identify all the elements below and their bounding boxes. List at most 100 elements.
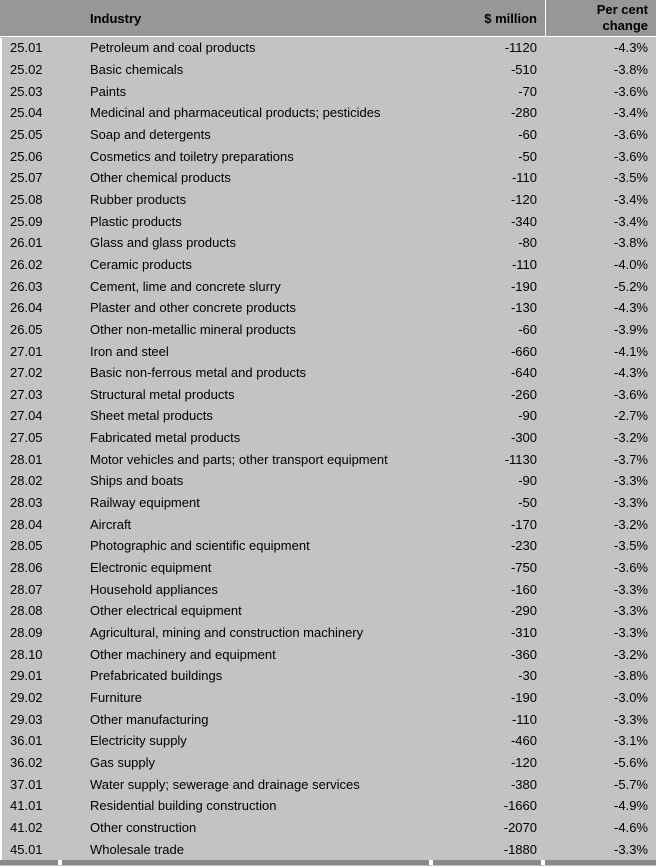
row-percent-cell: -3.3% <box>614 495 648 511</box>
table-row: 25.05 Soap and detergents -60 -3.6% <box>0 124 656 146</box>
table-row: 26.04 Plaster and other concrete products… <box>0 297 656 319</box>
table-row: 27.01 Iron and steel -660 -4.1% <box>0 340 656 362</box>
table-row: 36.02 Gas supply -120 -5.6% <box>0 752 656 774</box>
row-code-cell: 29.02 <box>10 690 43 706</box>
row-industry-cell: Motor vehicles and parts; other transpor… <box>90 451 388 467</box>
row-code-cell: 25.01 <box>10 40 43 56</box>
row-industry-cell: Rubber products <box>90 191 187 207</box>
table-row: 29.02 Furniture -190 -3.0% <box>0 687 656 709</box>
row-million-cell: -120 <box>510 754 537 770</box>
row-code-cell: 28.08 <box>10 603 43 619</box>
row-code-cell: 29.01 <box>10 668 43 684</box>
left-gridline <box>0 38 2 861</box>
row-million-cell: -660 <box>510 343 537 359</box>
row-code-cell: 27.05 <box>10 430 43 446</box>
row-industry-cell: Water supply; sewerage and drainage serv… <box>90 776 360 792</box>
table-row: 25.07 Other chemical products -110 -3.5% <box>0 167 656 189</box>
row-million-cell: -190 <box>510 278 537 294</box>
row-industry-cell: Glass and glass products <box>90 235 236 251</box>
table-row: 29.03 Other manufacturing -110 -3.3% <box>0 708 656 730</box>
table-row: 27.04 Sheet metal products -90 -2.7% <box>0 405 656 427</box>
row-million-cell: -160 <box>510 581 537 597</box>
row-percent-cell: -4.0% <box>614 256 648 272</box>
row-million-cell: -300 <box>510 430 537 446</box>
row-million-cell: -510 <box>510 61 537 77</box>
row-industry-cell: Basic chemicals <box>90 61 184 77</box>
row-industry-cell: Aircraft <box>90 516 132 532</box>
row-percent-cell: -3.6% <box>614 148 648 164</box>
row-million-cell: -70 <box>518 83 537 99</box>
row-code-cell: 45.01 <box>10 841 43 857</box>
row-code-cell: 25.05 <box>10 126 43 142</box>
row-code-cell: 25.02 <box>10 61 43 77</box>
row-percent-cell: -3.6% <box>614 126 648 142</box>
table-row: 27.03 Structural metal products -260 -3.6% <box>0 384 656 406</box>
row-code-cell: 27.01 <box>10 343 43 359</box>
row-code-cell: 28.09 <box>10 625 43 641</box>
row-code-cell: 27.04 <box>10 408 43 424</box>
table-row: 25.06 Cosmetics and toiletry preparations… <box>0 145 656 167</box>
table-row: 37.01 Water supply; sewerage and drainage… <box>0 773 656 795</box>
table-row: 28.08 Other electrical equipment -290 -3.3% <box>0 600 656 622</box>
table-row: 36.01 Electricity supply -460 -3.1% <box>0 730 656 752</box>
row-code-cell: 37.01 <box>10 776 43 792</box>
row-percent-cell: -3.7% <box>614 451 648 467</box>
table-row: 26.03 Cement, lime and concrete slurry -19… <box>0 275 656 297</box>
row-million-cell: -640 <box>510 365 537 381</box>
row-percent-cell: -4.3% <box>614 40 648 56</box>
row-code-cell: 36.01 <box>10 733 43 749</box>
row-million-cell: -80 <box>518 235 537 251</box>
row-code-cell: 27.02 <box>10 365 43 381</box>
row-industry-cell: Paints <box>90 83 127 99</box>
row-industry-cell: Other manufacturing <box>90 711 209 727</box>
row-million-cell: -50 <box>518 495 537 511</box>
row-code-cell: 25.06 <box>10 148 43 164</box>
table-header-row: Industry $ million Per cent change <box>0 0 656 37</box>
row-percent-cell: -5.7% <box>614 776 648 792</box>
table-row: 25.04 Medicinal and pharmaceutical produc… <box>0 102 656 124</box>
row-million-cell: -380 <box>510 776 537 792</box>
row-code-cell: 28.07 <box>10 581 43 597</box>
row-million-cell: -750 <box>510 560 537 576</box>
row-million-cell: -110 <box>511 170 537 186</box>
row-code-cell: 25.04 <box>10 105 43 121</box>
row-million-cell: -60 <box>518 126 537 142</box>
table-row: 27.05 Fabricated metal products -300 -3.2% <box>0 427 656 449</box>
row-industry-cell: Plaster and other concrete products <box>90 300 296 316</box>
row-industry-cell: Electronic equipment <box>90 560 212 576</box>
row-industry-cell: Medicinal and pharmaceutical products; p… <box>90 105 381 121</box>
row-industry-cell: Photographic and scientific equipment <box>90 538 310 554</box>
row-percent-cell: -3.6% <box>614 386 648 402</box>
row-million-cell: -50 <box>518 148 537 164</box>
row-percent-cell: -3.8% <box>614 668 648 684</box>
row-million-cell: -1120 <box>504 40 537 56</box>
row-percent-cell: -5.2% <box>614 278 648 294</box>
table-row: 25.08 Rubber products -120 -3.4% <box>0 189 656 211</box>
table-row: 28.03 Railway equipment -50 -3.3% <box>0 492 656 514</box>
row-industry-cell: Prefabricated buildings <box>90 668 223 684</box>
row-million-cell: -360 <box>510 646 537 662</box>
row-percent-cell: -3.3% <box>614 473 648 489</box>
row-code-cell: 41.01 <box>10 798 43 814</box>
row-industry-cell: Ceramic products <box>90 256 192 272</box>
row-industry-cell: Other machinery and equipment <box>90 646 276 662</box>
table-row: 28.07 Household appliances -160 -3.3% <box>0 578 656 600</box>
row-million-cell: -2070 <box>503 819 537 835</box>
row-percent-cell: -3.6% <box>614 560 648 576</box>
header-million: $ million <box>484 10 537 26</box>
row-percent-cell: -3.4% <box>614 213 648 229</box>
row-code-cell: 26.02 <box>10 256 43 272</box>
row-percent-cell: -3.3% <box>614 581 648 597</box>
row-industry-cell: Other chemical products <box>90 170 231 186</box>
row-industry-cell: Household appliances <box>90 581 218 597</box>
row-percent-cell: -3.2% <box>614 646 648 662</box>
row-percent-cell: -3.9% <box>614 321 648 337</box>
row-percent-cell: -3.2% <box>614 516 648 532</box>
row-code-cell: 29.03 <box>10 711 43 727</box>
row-industry-cell: Iron and steel <box>90 343 169 359</box>
row-code-cell: 28.05 <box>10 538 43 554</box>
row-industry-cell: Soap and detergents <box>90 126 211 142</box>
row-industry-cell: Furniture <box>90 690 143 706</box>
table-row: 25.02 Basic chemicals -510 -3.8% <box>0 59 656 81</box>
table-row: 45.01 Wholesale trade -1880 -3.3% <box>0 838 656 860</box>
